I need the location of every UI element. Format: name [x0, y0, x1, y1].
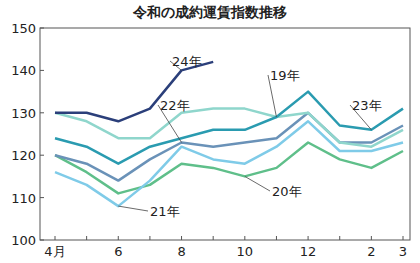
x-tick: [244, 236, 245, 240]
x-tick-label: 6: [114, 244, 122, 259]
x-tick: [339, 236, 340, 240]
x-tick: [213, 236, 214, 240]
x-tick-label: 2: [367, 244, 375, 259]
plot-frame: [40, 28, 410, 240]
x-tick: [55, 236, 56, 240]
y-tick-label: 110: [11, 191, 36, 206]
y-tick: [40, 112, 44, 113]
series-label: 23年: [352, 98, 382, 113]
y-tick: [40, 28, 44, 29]
series-line: [55, 113, 403, 181]
x-tick-label: 12: [300, 244, 317, 259]
x-tick-label: 10: [237, 244, 254, 259]
y-tick-label: 120: [11, 148, 36, 163]
y-tick: [40, 70, 44, 71]
series-line: [55, 121, 403, 206]
series-label: 24年: [172, 54, 202, 69]
x-tick: [403, 236, 404, 240]
y-tick: [40, 155, 44, 156]
y-tick: [40, 197, 44, 198]
title: 令和の成約運賃指数推移: [132, 4, 287, 20]
label-leader: [118, 206, 148, 211]
x-tick: [86, 236, 87, 240]
series-line: [55, 92, 403, 164]
x-tick: [371, 236, 372, 240]
x-tick-label: 8: [177, 244, 185, 259]
label-leader: [245, 176, 270, 191]
x-tick: [181, 236, 182, 240]
x-tick-label: 3: [399, 244, 407, 259]
series-label: 20年: [272, 184, 302, 199]
y-tick-label: 140: [11, 63, 36, 78]
chart: 令和の成約運賃指数推移 100 110 120 130 140 150 4月 6 8 10 12 2 3 2…: [0, 0, 420, 263]
x-tick: [118, 236, 119, 240]
x-tick: [276, 236, 277, 240]
x-tick: [149, 236, 150, 240]
y-tick-label: 150: [11, 21, 36, 36]
x-tick-label: 4月: [44, 244, 65, 259]
x-tick: [308, 236, 309, 240]
series-label: 21年: [150, 204, 180, 219]
y-tick-label: 100: [11, 233, 36, 248]
y-tick-label: 130: [11, 106, 36, 121]
series-line: [55, 62, 213, 121]
series-label: 19年: [270, 68, 300, 83]
series-label: 22年: [160, 98, 190, 113]
y-tick: [40, 240, 44, 241]
lines: [55, 62, 403, 206]
